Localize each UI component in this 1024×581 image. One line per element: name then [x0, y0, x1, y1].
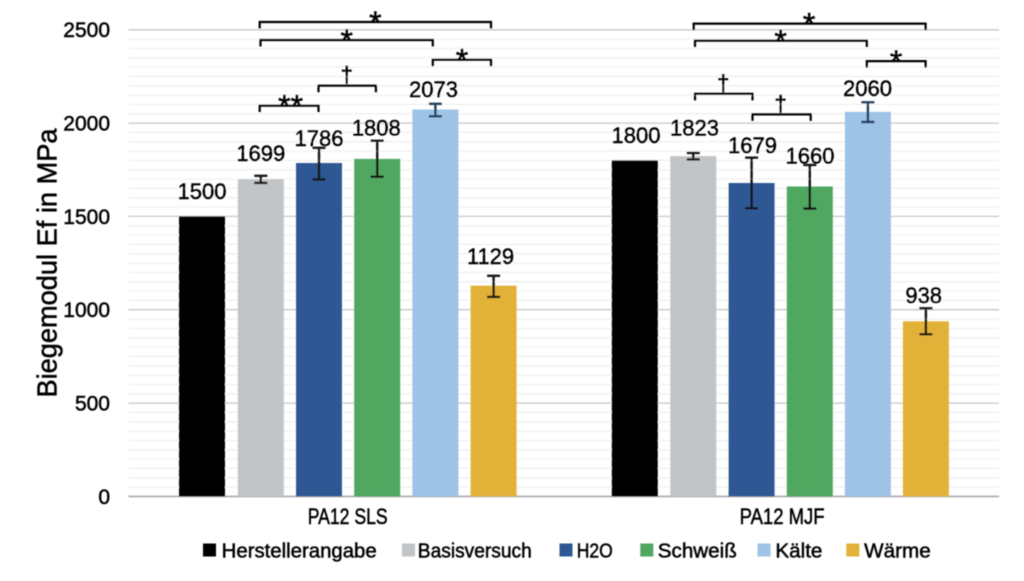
svg-text:†: † [717, 70, 729, 95]
svg-text:**: ** [278, 89, 303, 125]
svg-text:1500: 1500 [63, 206, 110, 229]
svg-text:1000: 1000 [63, 299, 110, 322]
svg-text:1129: 1129 [467, 244, 514, 269]
svg-text:*: * [369, 5, 381, 41]
svg-text:1679: 1679 [728, 133, 777, 158]
svg-text:Basisversuch: Basisversuch [418, 541, 532, 563]
svg-text:*: * [456, 43, 468, 79]
svg-text:2060: 2060 [843, 76, 892, 101]
svg-text:†: † [341, 62, 353, 87]
svg-text:1786: 1786 [295, 126, 344, 151]
svg-text:Wärme: Wärme [864, 541, 931, 563]
svg-text:PA12 MJF: PA12 MJF [740, 504, 825, 529]
svg-text:Herstellerangabe: Herstellerangabe [222, 541, 377, 563]
svg-text:*: * [803, 7, 815, 43]
svg-text:†: † [774, 91, 786, 116]
svg-text:Biegemodul Ef in MPa: Biegemodul Ef in MPa [32, 128, 63, 398]
svg-text:PA12 SLS: PA12 SLS [308, 504, 388, 529]
svg-text:*: * [340, 23, 352, 59]
svg-text:1660: 1660 [786, 144, 835, 169]
svg-text:1500: 1500 [178, 179, 227, 204]
svg-text:0: 0 [98, 486, 110, 509]
svg-text:2500: 2500 [63, 19, 110, 42]
svg-text:Schweiß: Schweiß [658, 541, 737, 563]
svg-text:1800: 1800 [612, 123, 661, 148]
svg-text:1808: 1808 [352, 115, 401, 140]
svg-text:1823: 1823 [670, 116, 719, 141]
svg-text:2073: 2073 [409, 77, 458, 102]
svg-text:938: 938 [905, 283, 942, 308]
svg-text:2000: 2000 [63, 113, 110, 136]
svg-text:Kälte: Kälte [775, 541, 822, 563]
svg-text:500: 500 [75, 393, 110, 416]
svg-text:*: * [774, 24, 786, 60]
svg-text:*: * [890, 44, 902, 80]
svg-text:1699: 1699 [236, 141, 285, 166]
svg-text:H2O: H2O [577, 541, 613, 563]
